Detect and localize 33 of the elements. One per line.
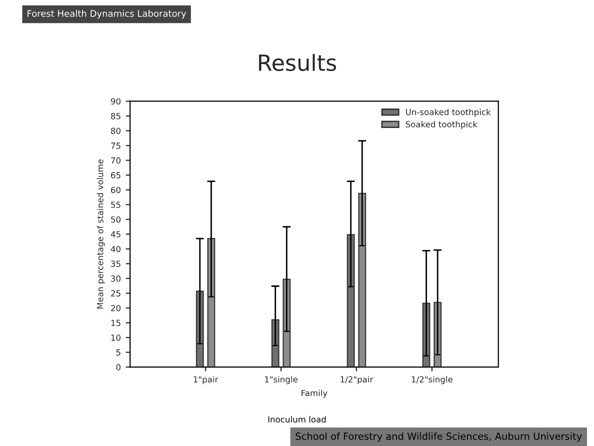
x-tick-label: 1/2"pair (340, 376, 374, 384)
x-tick-label: 1"single (265, 376, 298, 384)
legend-label: Soaked toothpick (406, 120, 478, 130)
y-tick-label: 35 (111, 260, 120, 267)
y-tick-label: 80 (111, 128, 121, 134)
bar (358, 192, 366, 368)
y-tick-label: 70 (111, 157, 121, 164)
y-tick-label: 25 (111, 290, 120, 297)
y-tick-label: 0 (116, 364, 121, 370)
y-tick-label: 5 (116, 349, 120, 356)
y-tick-label: 40 (110, 246, 121, 252)
y-axis-title: Mean percentage of stained volume (96, 159, 105, 309)
x-tick-label: 1/2"single (412, 376, 452, 384)
chart-title: Results (259, 54, 336, 72)
y-tick-label: 10 (111, 334, 121, 341)
x-tick-label: 1"pair (194, 376, 218, 384)
text: Forest Health Dynamics Laboratory (28, 10, 186, 19)
y-tick-label: 60 (111, 186, 121, 194)
y-tick-label: 65 (111, 172, 120, 178)
y-tick-label: 75 (111, 142, 120, 149)
x-axis-title: Family (302, 390, 328, 398)
text: Inoculum load (268, 416, 326, 423)
y-tick-label: 45 (110, 231, 120, 238)
text: School of Forestry and Wildlife Sciences, Auburn University (296, 432, 582, 442)
y-tick-label: 55 (111, 202, 120, 208)
legend-label: Un-soaked toothpick (406, 108, 491, 117)
y-tick-label: 20 (111, 304, 121, 312)
y-tick-label: 90 (110, 98, 121, 105)
y-tick-label: 50 (111, 216, 121, 223)
y-tick-label: 85 (111, 112, 120, 120)
bar (346, 234, 355, 368)
y-tick-label: 15 (111, 320, 120, 326)
y-tick-label: 30 (111, 275, 121, 282)
